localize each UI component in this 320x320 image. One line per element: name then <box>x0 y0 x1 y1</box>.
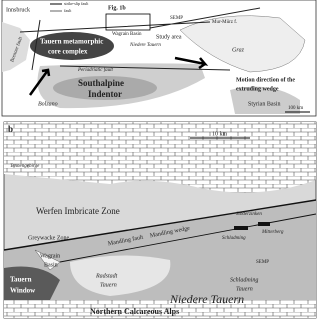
label: 10 km <box>212 131 228 137</box>
label: Tauern metamorphic <box>40 38 103 46</box>
label: Niedere Tauern <box>129 43 161 48</box>
label: Graz <box>232 47 245 53</box>
legend-label: fault <box>64 8 72 13</box>
region <box>2 22 30 72</box>
legend-label: strike-slip fault <box>64 1 89 6</box>
fault <box>19 7 261 71</box>
label: Radstadt <box>95 273 118 279</box>
fig-1b-box <box>105 13 151 31</box>
panel-letter: b <box>8 124 13 134</box>
label: Mur-Mürz f. <box>212 20 237 25</box>
mitterberg-block <box>234 226 248 230</box>
label: Schladming <box>222 236 246 241</box>
label: Study area <box>156 34 182 40</box>
label: Schladming <box>230 277 258 283</box>
label: core complex <box>48 48 88 56</box>
label: Wagrain <box>40 253 60 259</box>
panel-b: b 10 km Tennengebirge Werfen Imbricate Z… <box>3 121 317 319</box>
panel-a: strike-slip fault fault Fig. 1b SEMP Wag… <box>1 0 317 117</box>
tauern-window <box>4 266 60 300</box>
label: Wagrain Basin <box>112 32 142 37</box>
label: Styrian Basin <box>248 101 281 107</box>
label: Northern Calcareous Alps <box>90 307 179 316</box>
indentor-arrow <box>28 68 51 96</box>
label: Fig. 1b <box>108 5 126 11</box>
label: Southalpine <box>78 78 124 88</box>
label: Window <box>10 287 36 295</box>
label: Stoderzinken <box>236 212 262 217</box>
label: Basin <box>44 262 58 268</box>
label: SEMP <box>170 16 183 21</box>
label: Greywacke Zone <box>28 235 69 241</box>
tauern-window <box>30 32 114 60</box>
label: Innsbruck <box>6 7 30 13</box>
label: extruding wedge <box>236 86 279 92</box>
calcareous-alps <box>4 122 316 193</box>
mitterberg-block <box>258 222 270 226</box>
label: Mitterberg <box>261 230 284 235</box>
label: Niedere Tauern <box>169 292 244 306</box>
label: Werfen Imbricate Zone <box>36 206 120 216</box>
label: Tauern <box>10 276 32 284</box>
label: Indentor <box>88 89 122 99</box>
styrian-basin <box>230 86 300 114</box>
radstadt-tauern <box>70 255 171 296</box>
region <box>179 15 306 73</box>
wagrain-basin <box>34 249 61 271</box>
mandling-fault <box>3 199 317 251</box>
semp-fault <box>59 213 317 263</box>
label: Periadriatic fault <box>77 68 113 73</box>
label: 100 km <box>288 106 303 111</box>
label: Tennengebirge <box>10 164 40 169</box>
motion-arrow <box>174 56 209 70</box>
label: Bolzano <box>38 101 58 107</box>
southalpine-indentor <box>53 76 157 100</box>
label: SEMP <box>256 260 269 265</box>
calcareous-alps-south <box>4 300 316 318</box>
label: Tauern <box>100 282 117 288</box>
label: Motion direction of the <box>236 77 295 83</box>
label: Tauern <box>236 286 253 292</box>
